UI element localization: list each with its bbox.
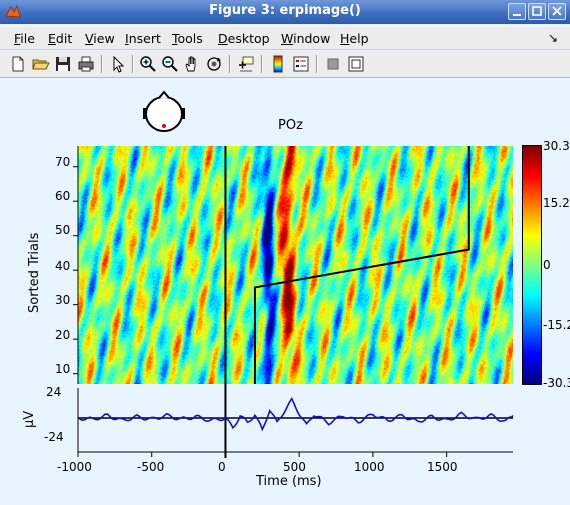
toolbar-separator xyxy=(316,55,318,73)
xtick-label: 500 xyxy=(283,460,306,474)
data-cursor-icon[interactable] xyxy=(236,54,256,74)
toolbar-separator xyxy=(261,55,263,73)
menu-desktop-mnemonic: D xyxy=(218,31,228,46)
menu-file-label: ile xyxy=(20,31,35,46)
menu-help-mnemonic: H xyxy=(340,31,350,46)
menu-edit[interactable]: Edit xyxy=(48,31,72,46)
ytick-label: 40 xyxy=(55,259,71,273)
menu-insert[interactable]: Insert xyxy=(125,31,161,46)
ytick-label: 60 xyxy=(55,189,71,203)
ytick-label: 10 xyxy=(55,362,71,376)
erp-image-ylabel: Sorted Trials xyxy=(27,232,42,313)
new-file-icon[interactable] xyxy=(8,54,28,74)
menu-file[interactable]: File xyxy=(14,31,35,46)
menu-insert-mnemonic: I xyxy=(125,31,129,46)
xtick-label: 1500 xyxy=(427,460,458,474)
menu-desktop[interactable]: Desktop xyxy=(218,31,270,46)
hide-plot-tools-icon[interactable] xyxy=(323,54,343,74)
xtick-label: -1000 xyxy=(57,460,92,474)
erp-ytick-label: -24 xyxy=(44,430,64,444)
colorbar-tick-label: 30.3 xyxy=(543,139,570,153)
dock-arrow-icon[interactable]: ↘ xyxy=(547,31,558,45)
menu-bar: File Edit View Insert Tools Desktop Wind… xyxy=(0,27,570,50)
menu-view[interactable]: View xyxy=(85,31,115,46)
menu-desktop-label: esktop xyxy=(227,31,270,46)
menu-help[interactable]: Help xyxy=(340,31,369,46)
erp-ytick-label: 24 xyxy=(46,385,62,399)
menu-window[interactable]: Window xyxy=(281,31,330,46)
erp-xlabel: Time (ms) xyxy=(256,474,322,489)
menu-edit-label: dit xyxy=(55,31,73,46)
xtick-label: 0 xyxy=(218,460,226,474)
menu-view-mnemonic: V xyxy=(85,31,94,46)
pointer-icon[interactable] xyxy=(108,54,128,74)
close-button[interactable] xyxy=(548,3,566,20)
colorbar[interactable] xyxy=(522,145,542,385)
ytick-label: 20 xyxy=(55,328,71,342)
menu-tools-label: ools xyxy=(177,31,203,46)
toolbar-separator xyxy=(132,55,134,73)
colorbar-tick-label: 15.2 xyxy=(543,196,570,210)
colorbar-tick-label: 0 xyxy=(543,258,551,272)
toolbar-separator xyxy=(101,55,103,73)
window-title: Figure 3: erpimage() xyxy=(209,3,361,18)
show-plot-tools-icon[interactable] xyxy=(346,54,366,74)
print-icon[interactable] xyxy=(76,54,96,74)
menu-tools[interactable]: Tools xyxy=(172,31,203,46)
xtick-label: -500 xyxy=(137,460,165,474)
plot-overlay xyxy=(73,146,514,458)
ytick-label: 50 xyxy=(55,223,71,237)
maximize-button[interactable] xyxy=(528,3,546,20)
menu-file-mnemonic: F xyxy=(14,31,21,46)
scalp-location-icon xyxy=(143,90,185,132)
erp-trace-line xyxy=(77,397,514,432)
zoom-out-icon[interactable] xyxy=(160,54,180,74)
menu-window-mnemonic: W xyxy=(281,31,294,46)
save-icon[interactable] xyxy=(53,54,73,74)
zoom-in-icon[interactable] xyxy=(138,54,158,74)
colorbar-icon[interactable] xyxy=(268,54,288,74)
erp-trace-group xyxy=(77,397,514,432)
open-folder-icon[interactable] xyxy=(31,54,51,74)
ytick-label: 30 xyxy=(55,293,71,307)
rotate-3d-icon[interactable] xyxy=(204,54,224,74)
colorbar-tick-label: -30.3 xyxy=(543,376,570,390)
menu-help-label: elp xyxy=(349,31,369,46)
channel-title: POz xyxy=(278,118,303,133)
erp-ylabel: μV xyxy=(22,410,37,428)
ytick-label: 70 xyxy=(55,155,71,169)
pan-hand-icon[interactable] xyxy=(182,54,202,74)
menu-insert-label: nsert xyxy=(128,31,161,46)
erp-image-heatmap[interactable] xyxy=(78,146,513,384)
menu-edit-mnemonic: E xyxy=(48,31,56,46)
colorbar-tick-label: -15.2 xyxy=(543,318,570,332)
toolbar-separator xyxy=(229,55,231,73)
xtick-label: 1000 xyxy=(354,460,385,474)
matlab-app-icon[interactable] xyxy=(4,3,22,21)
menu-window-label: indow xyxy=(293,31,331,46)
legend-icon[interactable] xyxy=(291,54,311,74)
menu-tools-mnemonic: T xyxy=(172,31,178,46)
menu-view-label: iew xyxy=(93,31,115,46)
figure-toolbar xyxy=(0,51,570,78)
figure-canvas: POz 70 60 50 40 30 20 10 Sorted Trials 3… xyxy=(0,78,570,505)
sort-line-path xyxy=(253,146,470,384)
title-bar[interactable]: Figure 3: erpimage() xyxy=(0,0,570,24)
sort-line xyxy=(253,146,470,384)
minimize-button[interactable] xyxy=(508,3,526,20)
